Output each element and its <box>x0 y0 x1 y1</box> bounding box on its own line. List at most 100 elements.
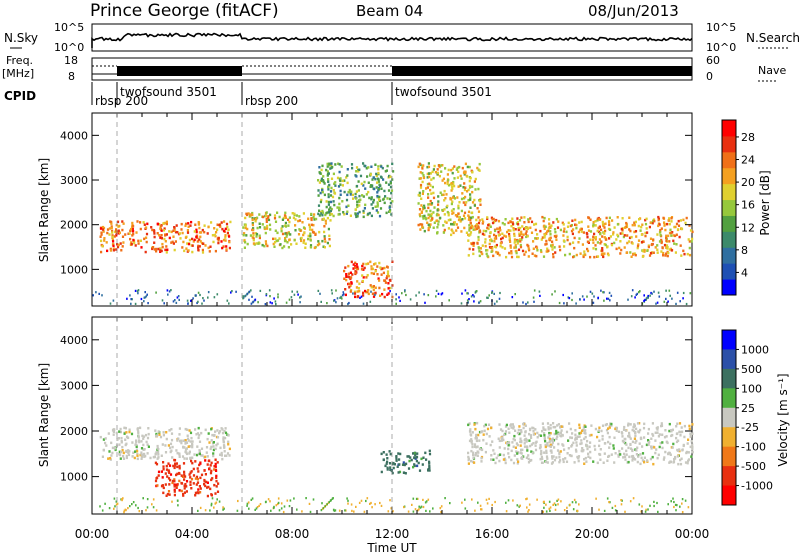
echo-cell <box>517 248 521 251</box>
echo-cell <box>458 165 461 169</box>
echo-cell <box>354 212 357 215</box>
echo-cell <box>472 248 475 251</box>
echo-cell <box>627 434 630 438</box>
echo-cell <box>623 425 626 429</box>
echo-cell <box>191 244 194 247</box>
echo-cell <box>489 225 492 228</box>
echo-cell <box>157 430 160 433</box>
echo-cell <box>136 450 139 453</box>
echo-cell <box>379 294 382 297</box>
echo-cell <box>323 193 326 197</box>
echo-cell <box>478 447 481 451</box>
echo-cell <box>691 445 694 449</box>
echo-cell <box>586 439 589 443</box>
echo-cell <box>679 430 682 434</box>
echo-cell <box>210 461 213 465</box>
echo-cell <box>633 230 636 234</box>
echo-cell <box>156 434 159 437</box>
echo-cell <box>173 479 176 483</box>
echo-cell <box>518 232 521 235</box>
echo-cell <box>466 165 469 169</box>
echo-cell <box>426 176 429 179</box>
echo-cell <box>429 184 432 187</box>
echo-cell <box>544 243 547 246</box>
echo-cell <box>542 510 544 513</box>
echo-cell <box>548 433 551 437</box>
echo-cell <box>571 432 574 435</box>
echo-cell <box>269 301 272 304</box>
echo-cell <box>190 299 192 302</box>
colorbar-tick-label: 24 <box>741 154 755 167</box>
echo-cell <box>428 449 431 453</box>
echo-cell <box>463 188 466 192</box>
echo-cell <box>204 455 207 459</box>
echo-cell <box>450 228 453 231</box>
echo-cell <box>326 174 329 177</box>
echo-cell <box>192 297 194 300</box>
echo-cell <box>320 509 323 512</box>
echo-cell <box>629 447 633 450</box>
echo-cell <box>514 429 517 432</box>
echo-cell <box>638 218 641 221</box>
echo-cell <box>527 457 530 461</box>
power-echo-data <box>92 162 694 306</box>
echo-cell <box>523 221 526 224</box>
echo-cell <box>548 238 552 242</box>
echo-cell <box>538 433 541 437</box>
echo-cell <box>136 220 139 223</box>
echo-cell <box>652 251 655 254</box>
echo-cell <box>389 466 392 469</box>
echo-cell <box>417 193 420 197</box>
echo-cell <box>354 192 357 196</box>
echo-cell <box>199 487 202 490</box>
echo-cell <box>455 229 458 232</box>
echo-cell <box>167 444 170 447</box>
echo-cell <box>189 224 192 227</box>
echo-cell <box>500 439 503 442</box>
echo-cell <box>593 236 596 239</box>
echo-cell <box>160 229 163 232</box>
echo-cell <box>686 461 689 465</box>
echo-cell <box>569 224 572 228</box>
echo-cell <box>119 457 122 460</box>
echo-cell <box>510 449 513 453</box>
echo-cell <box>352 292 354 295</box>
echo-cell <box>407 467 411 470</box>
echo-cell <box>679 434 682 437</box>
echo-cell <box>211 433 214 437</box>
echo-cell <box>525 498 527 501</box>
echo-cell <box>540 451 543 455</box>
echo-cell <box>216 498 218 501</box>
echo-cell <box>640 510 642 513</box>
echo-cell <box>356 290 359 293</box>
echo-cell <box>340 295 342 298</box>
echo-cell <box>170 241 173 244</box>
echo-cell <box>226 231 229 235</box>
echo-cell <box>592 460 595 463</box>
y-tick-label: 4000 <box>60 129 88 142</box>
echo-cell <box>490 250 493 253</box>
echo-cell <box>604 222 607 225</box>
echo-cell <box>450 185 454 188</box>
echo-cell <box>524 430 527 433</box>
echo-cell <box>266 244 269 248</box>
echo-cell <box>362 294 365 297</box>
echo-cell <box>644 298 646 301</box>
echo-cell <box>670 434 673 438</box>
echo-cell <box>645 443 648 447</box>
echo-cell <box>231 290 233 293</box>
echo-cell <box>214 465 217 468</box>
echo-cell <box>347 502 349 505</box>
echo-cell <box>280 227 283 230</box>
echo-cell <box>554 235 558 239</box>
echo-cell <box>171 240 174 244</box>
echo-cell <box>209 509 211 512</box>
nsearch-label: N.Search <box>746 31 800 45</box>
echo-cell <box>429 203 432 206</box>
echo-band <box>380 449 432 475</box>
echo-cell <box>345 275 348 278</box>
echo-cell <box>202 297 204 300</box>
echo-cell <box>121 498 123 501</box>
echo-cell <box>445 193 448 196</box>
echo-cell <box>607 455 610 458</box>
